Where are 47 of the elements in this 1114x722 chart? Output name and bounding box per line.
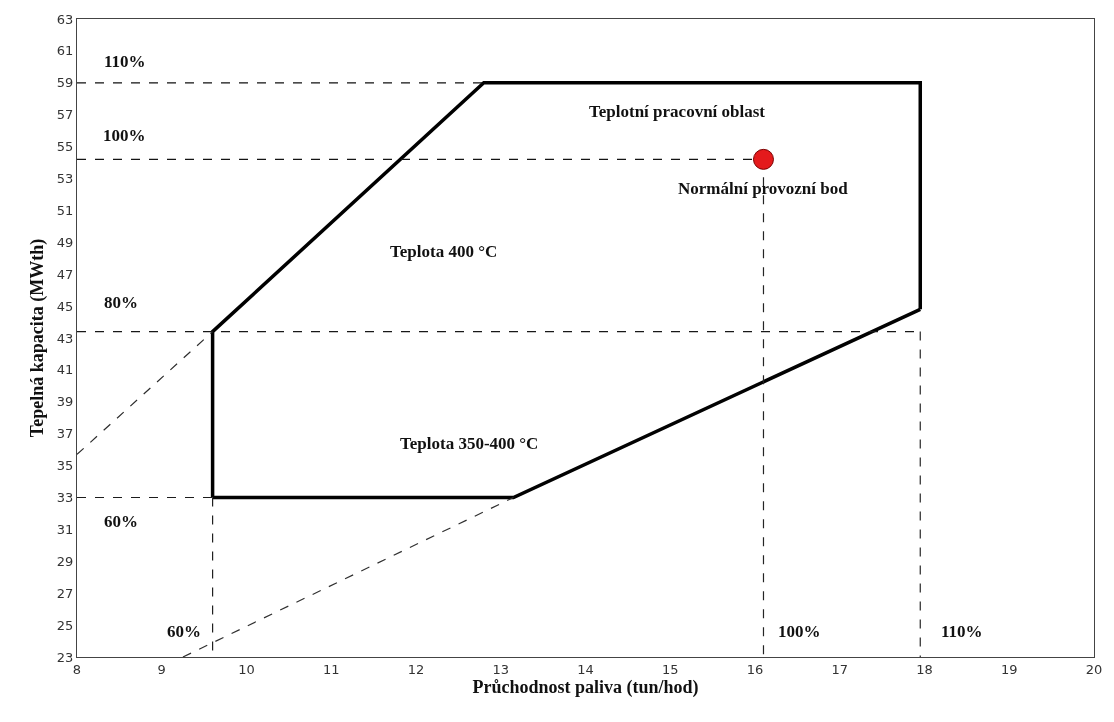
x-tick-label: 16 — [746, 661, 764, 677]
y-tick-label: 59 — [56, 75, 74, 91]
x-tick-label: 15 — [661, 661, 679, 677]
x-tick-label: 17 — [831, 661, 849, 677]
y-tick-label: 35 — [56, 458, 74, 474]
y-tick-label: 41 — [56, 362, 74, 378]
x-tick-label: 11 — [322, 661, 340, 677]
x-tick-label: 20 — [1085, 661, 1103, 677]
y-tick-label: 51 — [56, 202, 74, 218]
x-tick-label: 9 — [157, 661, 166, 677]
x-tick-label: 10 — [238, 661, 255, 677]
annotation: 110% — [104, 52, 146, 71]
y-tick-label: 29 — [56, 553, 74, 569]
annotation: 60% — [104, 512, 138, 531]
annotation: 100% — [103, 126, 146, 145]
y-tick-label: 39 — [56, 394, 74, 410]
y-tick-label: 43 — [56, 330, 74, 346]
annotation: 60% — [167, 622, 201, 641]
y-tick-label: 61 — [56, 43, 74, 59]
y-tick-label: 45 — [56, 298, 74, 314]
y-tick-label: 49 — [56, 234, 74, 250]
x-tick-label: 19 — [1000, 661, 1018, 677]
y-tick-label: 57 — [56, 107, 74, 123]
y-tick-label: 53 — [56, 171, 74, 187]
y-tick-label: 31 — [56, 521, 74, 537]
annotation: Teplota 400 °C — [390, 242, 498, 261]
y-tick-label: 55 — [56, 139, 74, 155]
annotation: Teplota 350-400 °C — [400, 434, 539, 453]
y-tick-label: 63 — [56, 11, 74, 27]
y-tick-label: 33 — [56, 490, 74, 506]
x-tick-label: 14 — [577, 661, 594, 677]
y-tick-label: 27 — [56, 585, 74, 601]
y-axis-title: Tepelná kapacita (MWth) — [27, 238, 49, 438]
x-tick-label: 8 — [72, 661, 82, 677]
annotation: Normální provozní bod — [678, 179, 849, 198]
y-tick-label: 23 — [56, 649, 74, 665]
x-axis-title: Průchodnost paliva (tun/hod) — [472, 676, 699, 698]
x-tick-label: 13 — [492, 661, 510, 677]
y-tick-label: 37 — [56, 426, 74, 442]
annotation: 100% — [778, 622, 821, 641]
annotation: 110% — [941, 622, 983, 641]
annotation: Teplotní pracovní oblast — [589, 102, 766, 121]
y-tick-label: 25 — [56, 617, 74, 633]
x-tick-label: 12 — [407, 661, 425, 677]
y-tick-label: 47 — [56, 266, 74, 282]
annotation: 80% — [104, 293, 138, 312]
x-tick-label: 18 — [916, 661, 933, 677]
